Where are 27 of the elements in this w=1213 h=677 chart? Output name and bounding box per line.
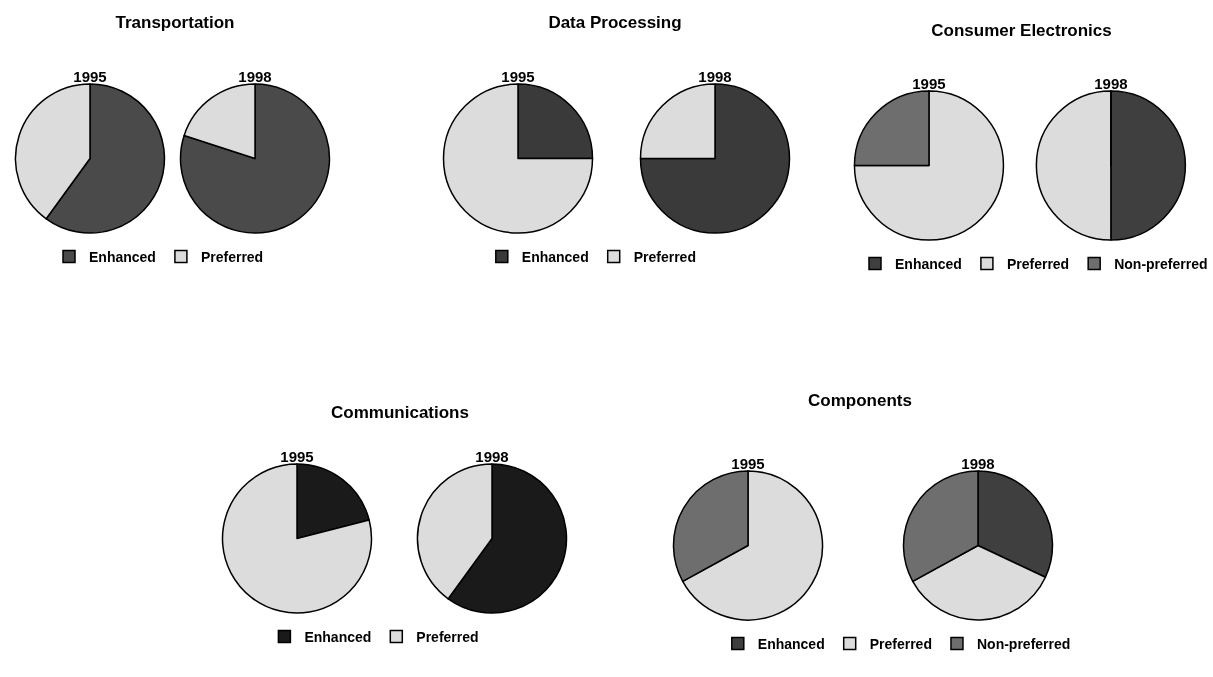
slice-label: 1998 bbox=[475, 448, 509, 465]
legend-label: Enhanced bbox=[89, 249, 156, 266]
slice-label: 1998 bbox=[238, 68, 272, 85]
legend-label: Enhanced bbox=[895, 256, 962, 273]
legend-label: Non-preferred bbox=[1114, 256, 1208, 273]
slice-label: 1995 bbox=[73, 68, 107, 85]
slice-label: 1995 bbox=[501, 68, 535, 85]
chart-title: Consumer Electronics bbox=[931, 20, 1112, 40]
chart-title: Communications bbox=[331, 402, 469, 422]
chart-title: Transportation bbox=[115, 12, 235, 32]
chart-title: Components bbox=[808, 390, 912, 410]
legend-label: Enhanced bbox=[304, 629, 372, 646]
legend-label: Preferred bbox=[633, 249, 696, 266]
slice-label: 1998 bbox=[1094, 75, 1128, 92]
legend-label: Non-preferred bbox=[976, 636, 1071, 653]
slice-label: 1995 bbox=[280, 448, 314, 465]
legend-label: Preferred bbox=[200, 249, 264, 266]
legend-label: Preferred bbox=[869, 636, 932, 653]
chart-title: Data Processing bbox=[548, 12, 682, 32]
legend-label: Enhanced bbox=[757, 636, 825, 653]
legend-label: Enhanced bbox=[521, 249, 589, 266]
legend-label: Preferred bbox=[1006, 256, 1070, 273]
slice-label: 1995 bbox=[731, 455, 765, 472]
slice-label: 1998 bbox=[698, 68, 732, 85]
slice-label: 1995 bbox=[912, 75, 946, 92]
legend-label: Preferred bbox=[416, 629, 479, 646]
slice-label: 1998 bbox=[961, 455, 995, 472]
